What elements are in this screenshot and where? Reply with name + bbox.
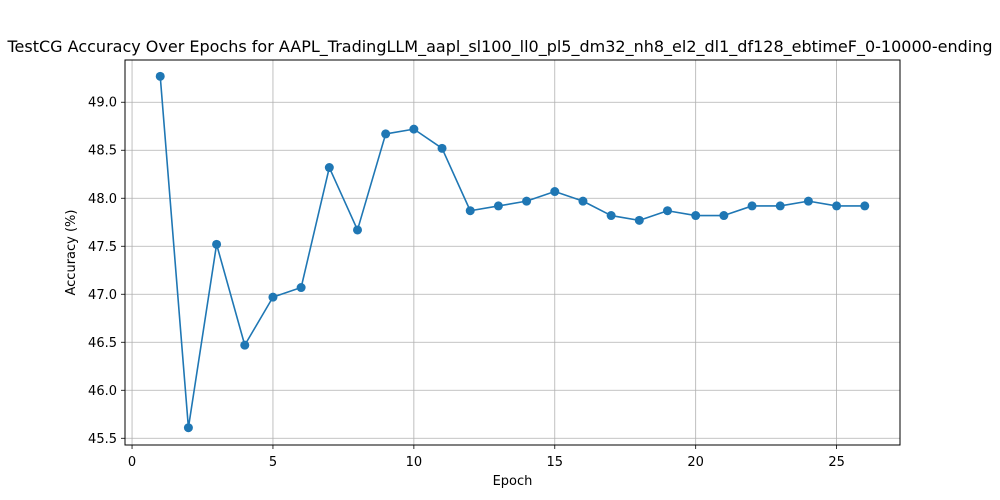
x-tick-label: 0 [128, 455, 136, 470]
y-tick-label: 45.5 [88, 432, 117, 447]
data-point [381, 129, 391, 139]
data-point [240, 340, 250, 350]
data-point [578, 196, 588, 206]
data-point [155, 71, 165, 81]
data-point [522, 196, 532, 206]
y-tick-label: 49.0 [88, 96, 117, 111]
data-point [860, 201, 870, 211]
data-point [747, 201, 757, 211]
y-tick-label: 48.5 [88, 144, 117, 159]
y-tick-label: 47.0 [88, 288, 117, 303]
data-point [803, 196, 813, 206]
data-point [663, 206, 672, 216]
chart-title: TestCG Accuracy Over Epochs for AAPL_Tra… [7, 37, 993, 57]
x-tick-label: 20 [687, 455, 704, 470]
x-tick-label: 15 [546, 455, 563, 470]
data-point [493, 201, 503, 211]
data-point [550, 187, 560, 197]
x-tick-label: 5 [269, 455, 277, 470]
series-line [159, 76, 865, 429]
y-tick-label: 47.5 [88, 240, 117, 255]
data-point [324, 163, 334, 173]
data-point [212, 239, 222, 249]
data-point [775, 201, 785, 211]
y-tick-label: 48.0 [88, 192, 117, 207]
data-point [634, 215, 644, 225]
data-point [719, 211, 729, 221]
axis-ticks: 0 5 10 15 20 25 45.5 46.0 46.5 47.0 47.5 48.0 48.5 49… [88, 96, 845, 470]
data-point [465, 206, 475, 216]
data-point [606, 211, 616, 221]
data-point [409, 124, 419, 134]
grid-lines [125, 60, 900, 445]
y-tick-label: 46.5 [88, 336, 117, 351]
data-point [353, 225, 362, 235]
data-point [437, 143, 447, 153]
data-point [832, 201, 842, 211]
data-point [296, 283, 306, 293]
y-axis-label: Accuracy (%) [64, 210, 79, 296]
x-tick-label: 10 [406, 455, 423, 470]
data-point [268, 292, 278, 302]
y-tick-label: 46.0 [88, 384, 117, 399]
data-point [691, 211, 701, 221]
x-axis-label: Epoch [493, 474, 533, 489]
series-layer [155, 71, 870, 433]
x-tick-label: 25 [828, 455, 845, 470]
data-point [183, 423, 193, 433]
plot-frame [124, 59, 901, 446]
